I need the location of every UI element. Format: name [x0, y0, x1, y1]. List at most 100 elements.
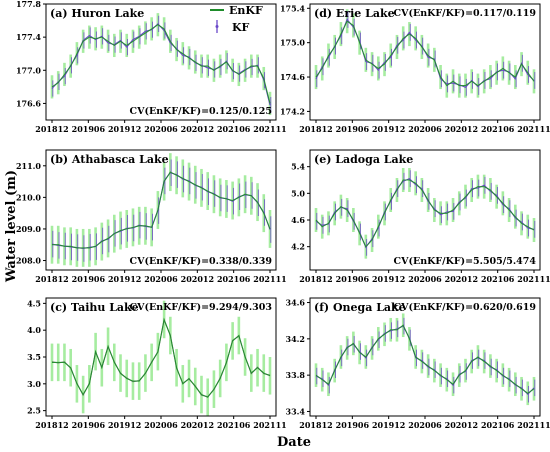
legend-kf-marker [215, 25, 219, 28]
x-tick-label: 201906 [336, 124, 370, 134]
panel-frame [309, 3, 541, 121]
x-tick-label: 201912 [108, 274, 141, 284]
y-tick-label: 210.0 [16, 192, 41, 202]
enkf-series-line [315, 324, 535, 394]
enkf-series-line [51, 24, 271, 104]
x-tick-label: 202106 [481, 274, 515, 284]
x-tick-label: 202012 [181, 274, 214, 284]
y-tick-label: 3.0 [27, 379, 41, 389]
y-tick-label: 176.6 [16, 98, 41, 108]
y-tick-label: 4.2 [291, 242, 305, 252]
y-tick-label: 175.0 [280, 38, 305, 48]
kf-series-line [51, 172, 271, 250]
panel-title: (c) Taihu Lake [50, 301, 139, 314]
x-tick-label: 202006 [144, 274, 178, 284]
panel-title: (d) Erie Lake [314, 7, 395, 20]
x-tick-label: 202111 [517, 124, 550, 134]
legend-enkf-label: EnKF [229, 4, 263, 17]
y-tick-label: 177.4 [16, 32, 41, 42]
cv-annotation: CV(EnKF/KF)=0.620/0.619 [394, 302, 537, 313]
panel-frame [309, 297, 541, 417]
kf-series-line [315, 18, 535, 88]
y-tick-label: 177.0 [16, 65, 41, 75]
y-tick-label: 174.6 [280, 72, 305, 82]
cv-annotation: CV(EnKF/KF)=5.505/5.474 [394, 256, 537, 267]
x-tick-label: 202106 [217, 420, 251, 430]
panel-title: (f) Onega Lake [314, 301, 406, 314]
y-tick-label: 209.0 [16, 224, 41, 234]
panel-title: (a) Huron Lake [50, 7, 144, 20]
x-tick-label: 201912 [372, 420, 405, 430]
x-tick-label: 202006 [408, 124, 442, 134]
y-tick-label: 5.0 [291, 188, 305, 198]
x-tick-label: 202006 [408, 274, 442, 284]
y-tick-label: 175.4 [280, 3, 305, 13]
x-tick-label: 202111 [253, 124, 286, 134]
y-tick-label: 174.2 [280, 106, 305, 116]
x-tick-label: 201912 [108, 420, 141, 430]
x-tick-label: 202106 [217, 124, 251, 134]
y-tick-label: 34.6 [286, 298, 306, 308]
enkf-series-line [315, 20, 535, 87]
kf-series-line [315, 325, 535, 395]
y-tick-label: 2.5 [27, 406, 41, 416]
x-tick-label: 201812 [299, 420, 332, 430]
y-axis-title: Water level (m) [4, 170, 19, 283]
x-tick-label: 201906 [336, 420, 370, 430]
x-tick-label: 202006 [408, 420, 442, 430]
cv-annotation: CV(EnKF/KF)=0.338/0.339 [130, 256, 273, 267]
panel-frame [309, 149, 541, 271]
panel-title: (b) Athabasca Lake [50, 153, 169, 166]
panel-frame [45, 297, 277, 417]
x-tick-label: 202012 [445, 124, 478, 134]
y-tick-label: 33.4 [286, 406, 306, 416]
enkf-series-line [315, 179, 535, 248]
x-tick-label: 202012 [181, 124, 214, 134]
y-tick-label: 208.0 [16, 256, 41, 266]
kf-series-line [51, 318, 271, 398]
cv-annotation: CV(EnKF/KF)=0.117/0.119 [394, 8, 537, 19]
x-tick-label: 201812 [299, 124, 332, 134]
x-tick-label: 202106 [481, 124, 515, 134]
y-tick-label: 5.4 [291, 162, 305, 172]
panel-ladoga: 5.4 5.0 4.6 4.2 201812 201906 201912 202006 2020… [291, 149, 550, 284]
x-axis-title: Date [277, 435, 311, 450]
kf-series-line [51, 23, 271, 106]
x-tick-label: 202006 [144, 420, 178, 430]
x-tick-label: 201812 [35, 124, 68, 134]
enkf-series-line [52, 171, 271, 249]
cv-annotation: CV(EnKF/KF)=9.294/9.303 [130, 302, 272, 313]
x-tick-label: 201906 [72, 124, 106, 134]
x-tick-label: 202111 [253, 274, 286, 284]
enkf-series-line [52, 317, 271, 398]
x-tick-label: 202106 [481, 420, 515, 430]
x-tick-label: 201912 [372, 124, 405, 134]
x-tick-label: 202012 [445, 274, 478, 284]
x-tick-label: 202012 [181, 420, 214, 430]
y-tick-label: 4.5 [27, 298, 41, 308]
y-tick-label: 33.8 [286, 370, 306, 380]
x-tick-label: 201812 [299, 274, 332, 284]
x-tick-label: 202111 [253, 420, 286, 430]
x-tick-label: 201812 [35, 274, 68, 284]
y-tick-label: 211.0 [16, 161, 41, 171]
y-tick-label: 4.6 [291, 215, 305, 225]
x-tick-label: 202111 [517, 420, 550, 430]
x-tick-label: 202012 [445, 420, 478, 430]
x-tick-label: 201906 [336, 274, 370, 284]
cv-annotation: CV(EnKF/KF)=0.125/0.125 [130, 106, 272, 117]
y-tick-label: 4.0 [27, 325, 41, 335]
x-tick-label: 201912 [108, 124, 141, 134]
panel-onega: 34.6 34.2 33.8 33.4 201812 201906 201912 202006… [286, 297, 550, 430]
x-tick-label: 202111 [517, 274, 550, 284]
x-tick-label: 201906 [72, 420, 106, 430]
legend-kf-label: KF [232, 21, 250, 34]
x-tick-label: 201912 [372, 274, 405, 284]
x-tick-label: 201906 [72, 274, 106, 284]
x-tick-label: 201812 [35, 420, 68, 430]
